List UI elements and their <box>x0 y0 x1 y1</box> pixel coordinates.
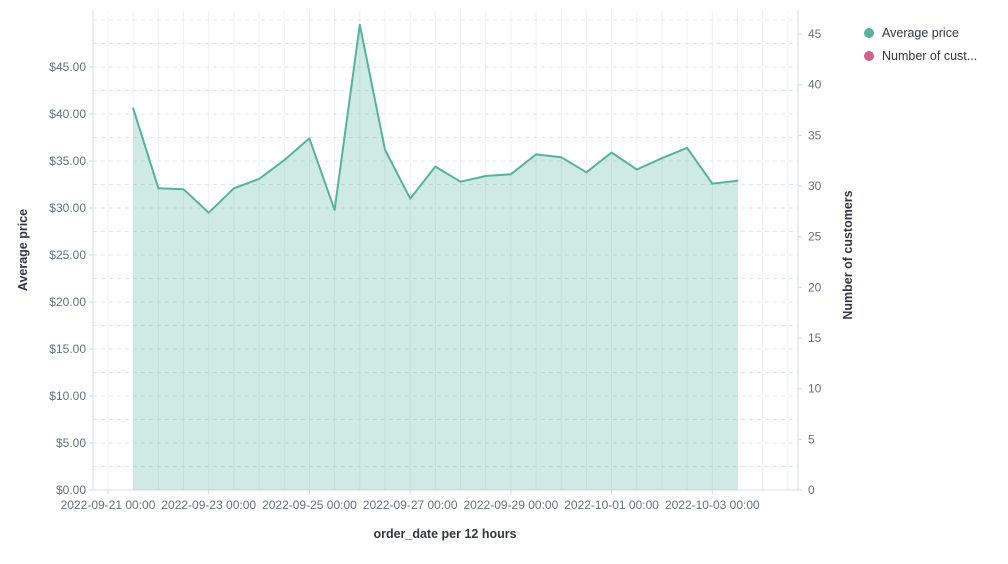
x-tick-label: 2022-09-21 00:00 <box>61 498 156 512</box>
x-axis-title: order_date per 12 hours <box>373 527 517 541</box>
y-left-tick-label: $25.00 <box>49 248 86 262</box>
x-tick-label: 2022-09-29 00:00 <box>464 498 559 512</box>
y-right-tick-label: 0 <box>808 483 815 497</box>
x-tick-label: 2022-10-03 00:00 <box>665 498 760 512</box>
y-left-tick-label: $45.00 <box>49 60 86 74</box>
x-tick-label: 2022-09-27 00:00 <box>363 498 458 512</box>
x-tick-label: 2022-09-25 00:00 <box>262 498 357 512</box>
y-left-tick-label: $0.00 <box>56 483 86 497</box>
y-left-tick-label: $15.00 <box>49 342 86 356</box>
y-right-tick-label: 40 <box>808 78 822 92</box>
y-left-tick-label: $40.00 <box>49 107 86 121</box>
legend-label: Number of cust... <box>882 48 978 63</box>
y-axis-left-title: Average price <box>16 208 30 292</box>
y-right-tick-label: 25 <box>808 230 822 244</box>
y-right-tick-label: 10 <box>808 382 822 396</box>
x-tick-label: 2022-09-23 00:00 <box>161 498 256 512</box>
y-right-tick-label: 35 <box>808 128 822 142</box>
legend-label: Average price <box>882 25 959 40</box>
y-right-tick-label: 30 <box>808 179 822 193</box>
y-right-tick-label: 20 <box>808 280 822 294</box>
y-axis-right-title: Number of customers <box>841 190 855 320</box>
y-left-tick-label: $10.00 <box>49 389 86 403</box>
area-fill-average-price <box>133 24 738 490</box>
y-left-tick-label: $5.00 <box>56 436 86 450</box>
legend: Average price Number of cust... <box>864 24 977 64</box>
area-line-average-price <box>132 23 739 214</box>
legend-item-number-of-customers[interactable]: Number of cust... <box>864 47 977 64</box>
y-right-tick-label: 15 <box>808 331 822 345</box>
legend-dot-average-price-icon <box>864 27 874 38</box>
y-left-tick-label: $35.00 <box>49 154 86 168</box>
y-right-tick-label: 45 <box>808 27 822 41</box>
y-right-tick-label: 5 <box>808 432 815 446</box>
legend-item-average-price[interactable]: Average price <box>864 24 977 41</box>
legend-dot-number-of-customers-icon <box>864 50 874 61</box>
x-tick-label: 2022-10-01 00:00 <box>564 498 659 512</box>
y-left-tick-label: $20.00 <box>49 295 86 309</box>
y-left-tick-label: $30.00 <box>49 201 86 215</box>
